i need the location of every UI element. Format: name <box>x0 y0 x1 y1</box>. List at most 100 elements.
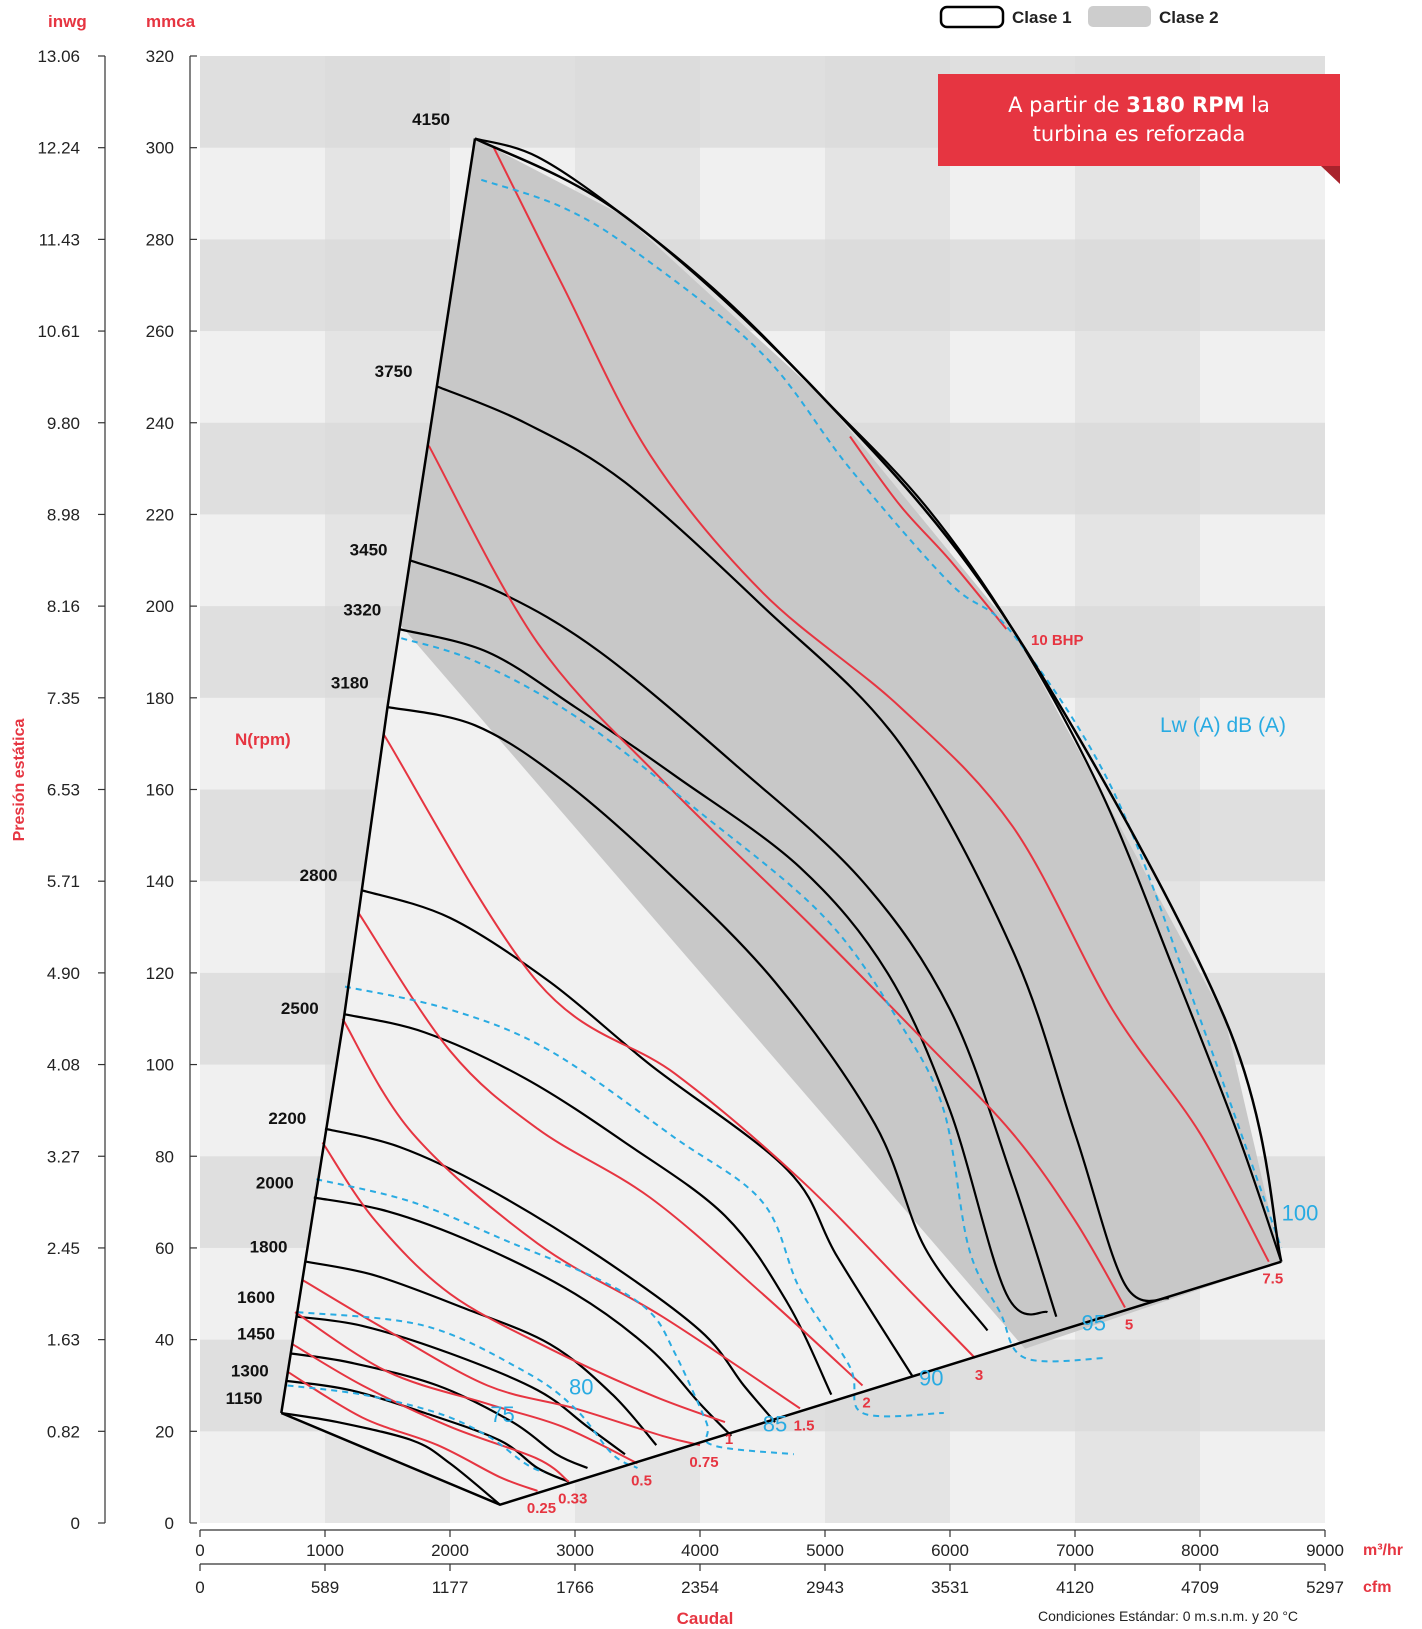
m3hr-tick-label: 3000 <box>556 1541 594 1560</box>
inwg-unit: inwg <box>48 12 87 31</box>
n-rpm-label: N(rpm) <box>235 730 291 749</box>
mmca-tick-label: 260 <box>146 322 174 341</box>
bhp-curves <box>286 147 1270 1492</box>
mmca-tick-label: 220 <box>146 505 174 524</box>
db-curve-100 <box>480 178 1283 1249</box>
db-label-90: 90 <box>919 1365 943 1390</box>
m3hr-tick-label: 2000 <box>431 1541 469 1560</box>
legend: Clase 1 Clase 2 <box>939 5 1219 29</box>
rpm-label-1150: 1150 <box>226 1389 263 1408</box>
rpm-curve-2500 <box>343 1013 833 1396</box>
y-axis-title: Presión estática <box>11 719 28 842</box>
m3hr-tick-label: 1000 <box>306 1541 344 1560</box>
cfm-tick-label: 2943 <box>806 1578 844 1597</box>
cfm-tick-label: 1766 <box>556 1578 594 1597</box>
rpm-curve-1300 <box>286 1379 570 1483</box>
inwg-tick-label: 0.82 <box>47 1422 80 1441</box>
rpm-label-2500: 2500 <box>281 999 319 1018</box>
mmca-tick-label: 40 <box>155 1331 174 1350</box>
bhp-curve-3 <box>382 733 976 1359</box>
rpm-label-2200: 2200 <box>268 1109 306 1128</box>
mmca-tick-label: 240 <box>146 414 174 433</box>
bhp-label-1.5: 1.5 <box>794 1417 815 1434</box>
mmca-tick-label: 280 <box>146 230 174 249</box>
bhp-curve-1.5 <box>341 1018 801 1410</box>
mmca-tick-label: 160 <box>146 781 174 800</box>
clase2-region <box>400 138 1282 1349</box>
bhp-label-2: 2 <box>862 1394 870 1411</box>
grid-band <box>200 239 1325 332</box>
rpm-label-1800: 1800 <box>250 1238 288 1257</box>
bhp-curve-0.25 <box>286 1370 538 1492</box>
db-label-95: 95 <box>1082 1310 1106 1335</box>
cfm-unit: cfm <box>1363 1579 1391 1596</box>
inwg-tick-label: 1.63 <box>47 1331 80 1350</box>
db-curve-75 <box>287 1384 545 1474</box>
mmca-tick-label: 60 <box>155 1239 174 1258</box>
m3hr-tick-label: 6000 <box>931 1541 969 1560</box>
bhp-label-1: 1 <box>725 1431 733 1448</box>
reinforced-turbine-banner: A partir de 3180 RPM la turbina es refor… <box>938 74 1340 166</box>
inwg-tick-label: 4.08 <box>47 1056 80 1075</box>
rpm-curve-3320 <box>398 627 1048 1316</box>
cfm-tick-label: 589 <box>311 1578 339 1597</box>
legend-clase1-swatch <box>939 5 1005 29</box>
bhp-curve-5 <box>427 445 1126 1308</box>
mmca-unit: mmca <box>146 12 196 31</box>
inwg-tick-label: 10.61 <box>37 322 80 341</box>
ten-bhp-label: 10 BHP <box>1031 632 1084 649</box>
rpm-curves <box>281 137 1283 1506</box>
db-curves <box>287 178 1283 1474</box>
lw-db-label: Lw (A) dB (A) <box>1160 714 1286 737</box>
mmca-tick-label: 0 <box>165 1514 174 1533</box>
inwg-tick-label: 11.43 <box>39 230 80 249</box>
bhp-label-5: 5 <box>1125 1317 1133 1334</box>
bhp-curve-0.33 <box>291 1343 570 1483</box>
inwg-tick-label: 7.35 <box>47 689 80 708</box>
mmca-tick-label: 80 <box>155 1147 174 1166</box>
rpm-curve-3180 <box>387 705 989 1332</box>
rpm-curve-2200 <box>324 1127 776 1423</box>
m3hr-tick-label: 7000 <box>1056 1541 1094 1560</box>
rpm-curve-2800 <box>362 889 914 1377</box>
mmca-tick-label: 120 <box>146 964 174 983</box>
rpm-label-3320: 3320 <box>343 600 381 619</box>
db-curve-80 <box>297 1311 638 1469</box>
inwg-tick-label: 5.71 <box>47 872 80 891</box>
bhp-curve-2 <box>357 912 864 1387</box>
db-curve-90 <box>344 985 944 1418</box>
rpm-label-2000: 2000 <box>256 1173 294 1192</box>
inwg-tick-label: 8.16 <box>47 597 80 616</box>
bhp-curve-0.5 <box>294 1311 638 1465</box>
rpm-label-4150: 4150 <box>412 110 450 129</box>
inwg-tick-label: 12.24 <box>37 139 80 158</box>
bhp-curve-10-BHP <box>849 435 1008 630</box>
mmca-tick-label: 140 <box>146 872 174 891</box>
mmca-tick-label: 300 <box>146 139 174 158</box>
rpm-curve-3750 <box>435 385 1170 1303</box>
inwg-tick-label: 13.06 <box>37 47 80 66</box>
inwg-tick-label: 4.90 <box>47 964 80 983</box>
cfm-tick-label: 1177 <box>432 1578 469 1597</box>
mmca-tick-label: 200 <box>146 597 174 616</box>
db-curve-95 <box>401 637 1107 1363</box>
bhp-curve-0.75 <box>301 1279 701 1447</box>
envelope-top-edge <box>474 137 1283 1262</box>
m3hr-tick-label: 9000 <box>1306 1541 1344 1560</box>
m3hr-tick-label: 4000 <box>681 1541 719 1560</box>
standard-conditions-note: Condiciones Estándar: 0 m.s.n.m. y 20 °C <box>1038 1608 1298 1624</box>
banner-text-pre: A partir de <box>1008 93 1127 117</box>
banner-text-bold: 3180 RPM <box>1126 93 1245 117</box>
bhp-label-0.75: 0.75 <box>689 1454 718 1471</box>
inwg-tick-label: 3.27 <box>47 1147 80 1166</box>
rpm-curve-3450 <box>409 559 1058 1318</box>
x-axis-title: Caudal <box>677 1609 734 1628</box>
cfm-tick-label: 3531 <box>931 1578 969 1597</box>
cfm-tick-label: 0 <box>195 1578 204 1597</box>
m3hr-tick-label: 0 <box>195 1541 204 1560</box>
inwg-tick-label: 6.53 <box>47 781 80 800</box>
bhp-label-7.5: 7.5 <box>1262 1271 1283 1288</box>
db-label-75: 75 <box>490 1402 514 1427</box>
envelope-bottom-edge <box>280 1260 1282 1507</box>
mmca-tick-label: 20 <box>155 1422 174 1441</box>
